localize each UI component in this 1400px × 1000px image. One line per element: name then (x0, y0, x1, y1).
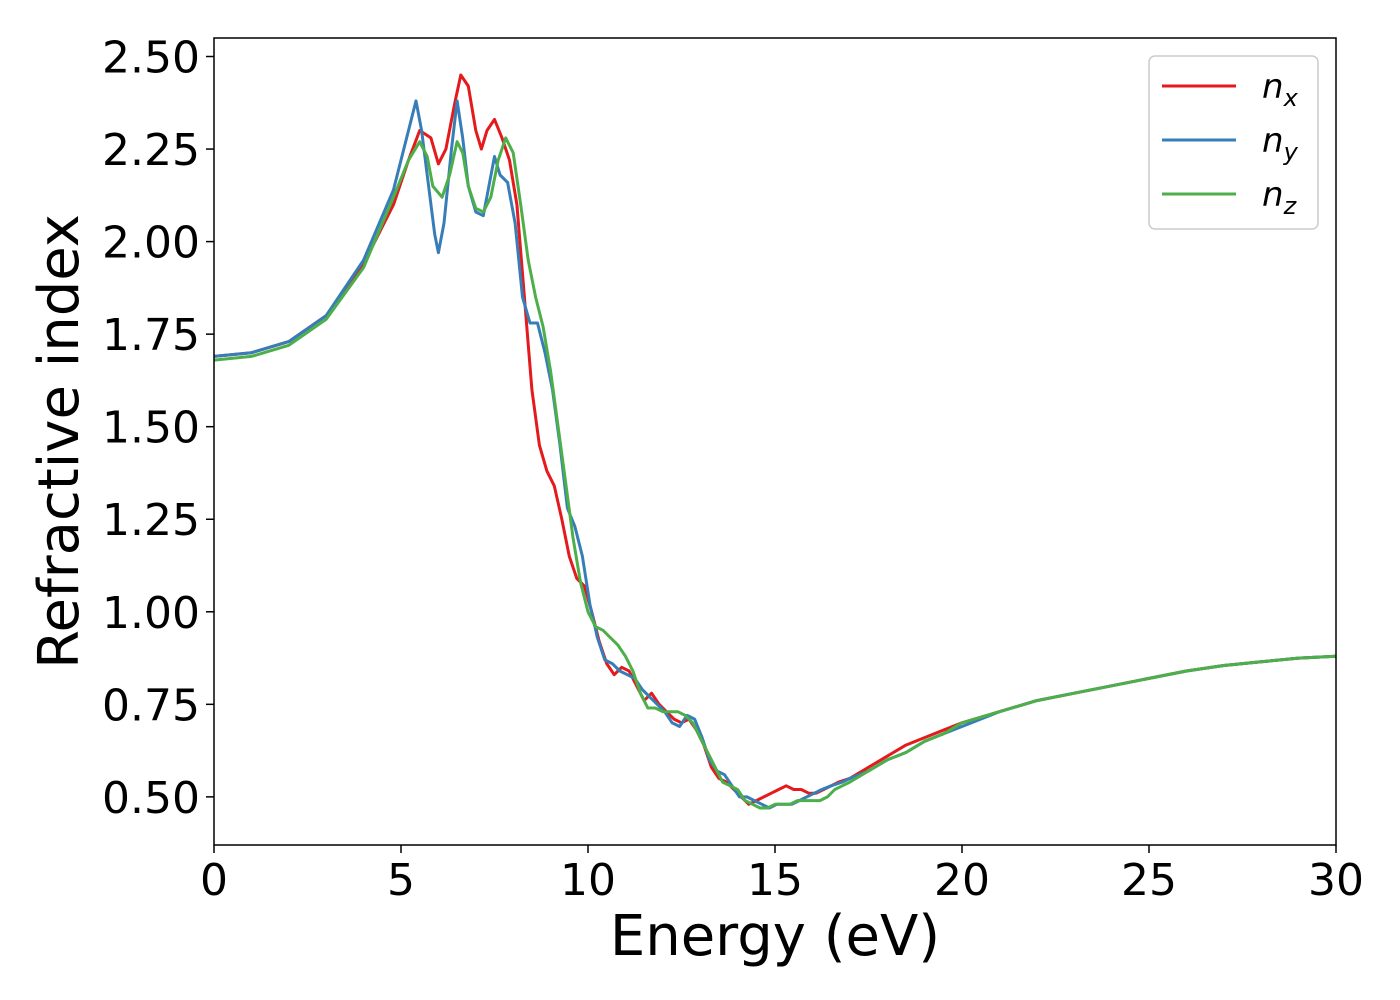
series-layer (214, 73, 1336, 810)
legend-label-ny: ny (1262, 121, 1299, 166)
legend-frame (1148, 55, 1319, 230)
x-tick-label: 25 (1121, 855, 1177, 906)
legend-label-nz: nz (1262, 175, 1298, 220)
y-tick-label: 2.00 (102, 218, 200, 269)
x-axis-label: Energy (eV) (610, 904, 940, 969)
y-axis-label: Refractive index (27, 214, 92, 669)
x-tick-label: 20 (934, 855, 990, 906)
x-tick-label: 10 (560, 855, 616, 906)
y-tick-label: 2.25 (102, 125, 200, 176)
legend-label-nx: nx (1262, 67, 1299, 112)
y-tick-label: 1.25 (102, 495, 200, 546)
series-line-nz (214, 136, 1336, 810)
x-tick-label: 5 (387, 855, 415, 906)
y-tick-label: 0.50 (102, 773, 200, 824)
y-tick-label: 0.75 (102, 680, 200, 731)
y-tick-label: 1.00 (102, 588, 200, 639)
y-tick-label: 1.50 (102, 403, 200, 454)
x-axis: 0 5 10 15 20 25 30 (200, 845, 1364, 906)
x-tick-label: 30 (1308, 855, 1364, 906)
y-tick-label: 2.50 (102, 33, 200, 84)
x-tick-label: 15 (747, 855, 803, 906)
y-axis: 0.50 0.75 1.00 1.25 1.50 1.75 2.00 2.25 2.50 (102, 33, 214, 824)
y-tick-label: 1.75 (102, 310, 200, 361)
legend: nx ny nz (1148, 55, 1319, 230)
x-tick-label: 0 (200, 855, 228, 906)
